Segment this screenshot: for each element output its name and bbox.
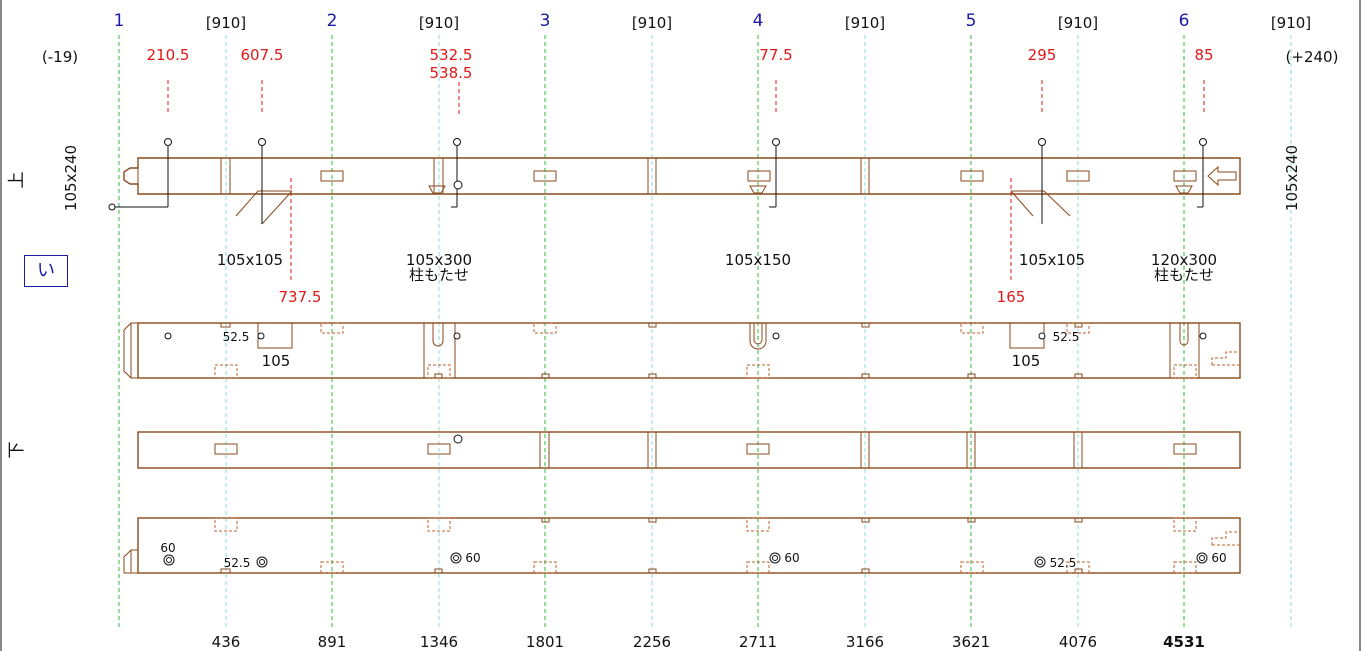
bottom-dimension: 4076 bbox=[1059, 633, 1097, 651]
row4-labels: 60 52.5 60 60 52.5 60 bbox=[160, 541, 1226, 570]
span-label: [910] bbox=[1271, 14, 1311, 32]
red-dimension: 737.5 bbox=[279, 288, 322, 306]
row-label-box: い bbox=[24, 255, 68, 287]
row2-label: 105 bbox=[262, 352, 291, 370]
red-dimension: 165 bbox=[997, 288, 1026, 306]
row4-label: 60 bbox=[160, 541, 175, 555]
grid-number: 6 bbox=[1179, 11, 1190, 31]
right-offset: (+240) bbox=[1286, 48, 1339, 66]
red-dimension: 532.5 bbox=[430, 46, 473, 64]
span-label: [910] bbox=[845, 14, 885, 32]
grid-numbers: 1 2 3 4 5 6 bbox=[114, 11, 1190, 31]
row2-label: 105 bbox=[1012, 352, 1041, 370]
joint-size-label: 105x150 bbox=[725, 251, 791, 269]
bottom-dimension: 1346 bbox=[420, 633, 458, 651]
grid-number: 1 bbox=[114, 11, 125, 31]
bottom-side-label: 下 bbox=[7, 442, 27, 459]
beam-bottom-face bbox=[137, 431, 1241, 469]
red-dimension: 295 bbox=[1028, 46, 1057, 64]
row4-label: 52.5 bbox=[224, 556, 251, 570]
bottom-dimension: 2711 bbox=[739, 633, 777, 651]
red-dimension: 538.5 bbox=[430, 64, 473, 82]
left-offset: (-19) bbox=[42, 48, 78, 66]
grid-number: 4 bbox=[753, 11, 764, 31]
bottom-dimension: 3166 bbox=[846, 633, 884, 651]
joint-size-label: 105x105 bbox=[217, 251, 283, 269]
row4-label: 60 bbox=[784, 551, 799, 565]
bottom-dimension: 1801 bbox=[526, 633, 564, 651]
grid-number: 3 bbox=[540, 11, 551, 31]
red-dimension: 77.5 bbox=[759, 46, 792, 64]
joint-note-label: 柱もたせ bbox=[1154, 266, 1214, 284]
joint-size-label: 105x300 bbox=[406, 251, 472, 269]
row2-label: 52.5 bbox=[223, 330, 250, 344]
span-label: [910] bbox=[206, 14, 246, 32]
bottom-dimension: 2256 bbox=[633, 633, 671, 651]
red-dimension: 210.5 bbox=[147, 46, 190, 64]
joint-size-label: 120x300 bbox=[1151, 251, 1217, 269]
span-label: [910] bbox=[419, 14, 459, 32]
red-dimension: 85 bbox=[1194, 46, 1213, 64]
top-red-dimensions: 210.5 607.5 532.5 538.5 77.5 295 85 bbox=[147, 46, 1214, 82]
beam-top-face bbox=[108, 138, 1241, 225]
row4-label: 60 bbox=[465, 551, 480, 565]
bottom-dimension: 891 bbox=[318, 633, 347, 651]
row2-label: 52.5 bbox=[1053, 330, 1080, 344]
red-leader-lines bbox=[167, 80, 1205, 282]
joint-note-label: 柱もたせ bbox=[409, 266, 469, 284]
bottom-dimension: 436 bbox=[212, 633, 241, 651]
red-dimension: 607.5 bbox=[241, 46, 284, 64]
top-side-label: 上 bbox=[7, 172, 27, 189]
row2-labels: 52.5 105 52.5 105 bbox=[223, 330, 1080, 370]
span-label: [910] bbox=[632, 14, 672, 32]
joint-size-label: 105x105 bbox=[1019, 251, 1085, 269]
joint-labels: 105x105 105x300 柱もたせ 105x150 105x105 120… bbox=[217, 251, 1217, 284]
beam-side-lower bbox=[123, 517, 1241, 574]
right-section-label: 105x240 bbox=[1283, 145, 1301, 211]
bottom-dimension-total: 4531 bbox=[1163, 633, 1205, 651]
left-section-label: 105x240 bbox=[62, 145, 80, 211]
beam-side-upper bbox=[123, 322, 1241, 379]
row4-label: 52.5 bbox=[1050, 556, 1077, 570]
row4-label: 60 bbox=[1211, 551, 1226, 565]
bottom-dimensions: 436 891 1346 1801 2256 2711 3166 3621 40… bbox=[212, 633, 1205, 651]
grid-number: 2 bbox=[327, 11, 338, 31]
span-labels: [910] [910] [910] [910] [910] [910] bbox=[206, 14, 1311, 32]
bottom-dimension: 3621 bbox=[952, 633, 990, 651]
grid-number: 5 bbox=[966, 11, 977, 31]
span-label: [910] bbox=[1058, 14, 1098, 32]
